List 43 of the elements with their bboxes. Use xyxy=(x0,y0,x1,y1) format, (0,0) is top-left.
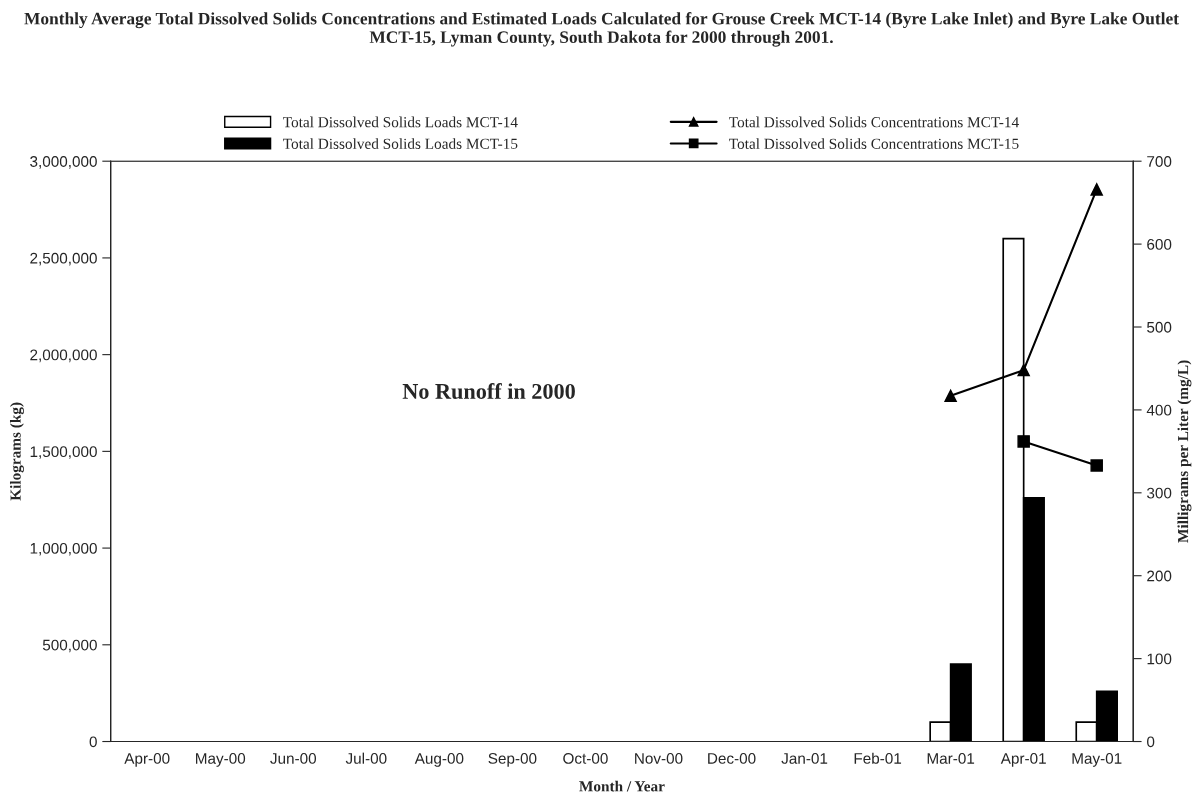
y-tick-label: 2,500,000 xyxy=(30,252,97,266)
x-tick-label: May-00 xyxy=(196,753,246,767)
x-tick-label: Dec-00 xyxy=(708,753,756,764)
point xyxy=(1090,183,1103,196)
y2-tick-label: 500 xyxy=(1147,321,1172,333)
y2-tick-label: 400 xyxy=(1146,404,1172,416)
x-tick-label: Aug-00 xyxy=(414,753,464,767)
x-tick-label: Jun-00 xyxy=(270,753,317,764)
legend-label: Total Dissolved Solids Loads MCT-15 xyxy=(283,138,518,149)
x-tick-label: Apr-01 xyxy=(1000,753,1046,767)
y-tick-label: 1,000,000 xyxy=(30,542,97,556)
legend-label: Total Dissolved Solids Concentrations MCT-15 xyxy=(729,138,1019,149)
point xyxy=(1017,435,1030,448)
x-tick-label: May-01 xyxy=(1072,753,1122,767)
y-axis-title: Kilograms (kg) xyxy=(9,402,24,501)
x-tick-label: Oct-00 xyxy=(563,753,608,764)
x-tick-label: Jul-00 xyxy=(345,752,387,764)
y-tick-label: 2,000,000 xyxy=(30,349,97,363)
legend-label: Total Dissolved Solids Concentrations MCT-14 xyxy=(729,116,1019,128)
y-tick-label: 0 xyxy=(89,736,97,748)
y2-tick-label: 300 xyxy=(1147,487,1172,499)
y2-tick-label: 700 xyxy=(1147,156,1172,167)
y-tick-label: 500,000 xyxy=(42,639,97,653)
y2-tick-label: 600 xyxy=(1147,238,1172,250)
x-tick-label: Jan-01 xyxy=(781,753,828,764)
y2-tick-label: 100 xyxy=(1147,653,1172,665)
y2-tick-label: 200 xyxy=(1147,570,1172,582)
x-tick-label: Nov-00 xyxy=(635,753,683,764)
chart-title: Monthly Average Total Dissolved Solids Concentrations and Estimated Loads Calculated for Grouse Creek MCT-14 (Byre Lake Inlet) and Byre Lake Outlet MCT-15, Lyman County, South Dakota for 2000 through 2001. xyxy=(24,12,1179,47)
legend-label: Total Dissolved Solids Loads MCT-14 xyxy=(283,116,518,128)
x-axis-title: Month / Year xyxy=(579,780,665,792)
point xyxy=(944,389,957,403)
y-tick-label: 3,000,000 xyxy=(30,156,97,169)
x-tick-label: Feb-01 xyxy=(854,752,902,764)
annotation: No Runoff in 2000 xyxy=(402,383,575,399)
x-tick-label: Apr-00 xyxy=(124,753,170,767)
point xyxy=(1017,363,1030,377)
point xyxy=(1090,459,1103,472)
y-tick-label: 1,500,000 xyxy=(30,446,97,459)
x-tick-label: Sep-00 xyxy=(488,753,537,767)
y2-axis-title: Milligrams per Liter (mg/L) xyxy=(1177,360,1192,543)
x-tick-label: Mar-01 xyxy=(927,753,975,764)
y2-tick-label: 0 xyxy=(1147,736,1155,748)
